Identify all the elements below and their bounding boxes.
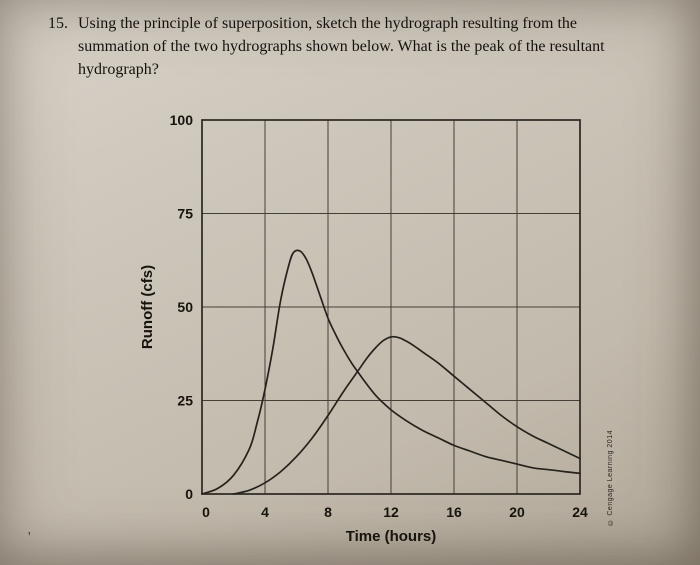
chart-area: 0 4 8 12 16 20 24 0 25 50 75 100 Time (hours) Runoff … <box>130 104 614 544</box>
y-axis-title: Runoff (cfs) <box>139 265 156 349</box>
x-tick-label: 12 <box>383 504 399 520</box>
question-text: Using the principle of superposition, sk… <box>78 15 605 79</box>
curve-second-hydrograph <box>232 335 581 495</box>
y-tick-label: 75 <box>177 206 193 222</box>
hydrograph-chart: 0 4 8 12 16 20 24 0 25 50 75 100 Time (hours) Runoff … <box>139 112 588 544</box>
y-tick-label: 25 <box>177 393 193 409</box>
y-tick-label: 0 <box>185 486 193 502</box>
x-tick-label: 24 <box>572 504 588 520</box>
plot-border <box>201 119 581 495</box>
question-number: 15. <box>48 15 68 32</box>
x-tick-label: 20 <box>509 504 525 520</box>
x-tick-label: 8 <box>324 504 332 520</box>
curve-first-hydrograph <box>201 249 581 495</box>
y-tick-label: 50 <box>177 299 193 315</box>
scan-artifact: ' <box>28 530 31 545</box>
x-tick-label: 0 <box>202 504 210 520</box>
x-tick-label: 16 <box>446 504 462 520</box>
x-axis-title: Time (hours) <box>346 528 437 544</box>
copyright-credit: © Cengage Learning 2014 <box>607 430 614 526</box>
x-tick-label: 4 <box>261 504 269 520</box>
y-tick-label: 100 <box>170 112 194 128</box>
question: 15. Using the principle of superposition… <box>48 12 638 82</box>
